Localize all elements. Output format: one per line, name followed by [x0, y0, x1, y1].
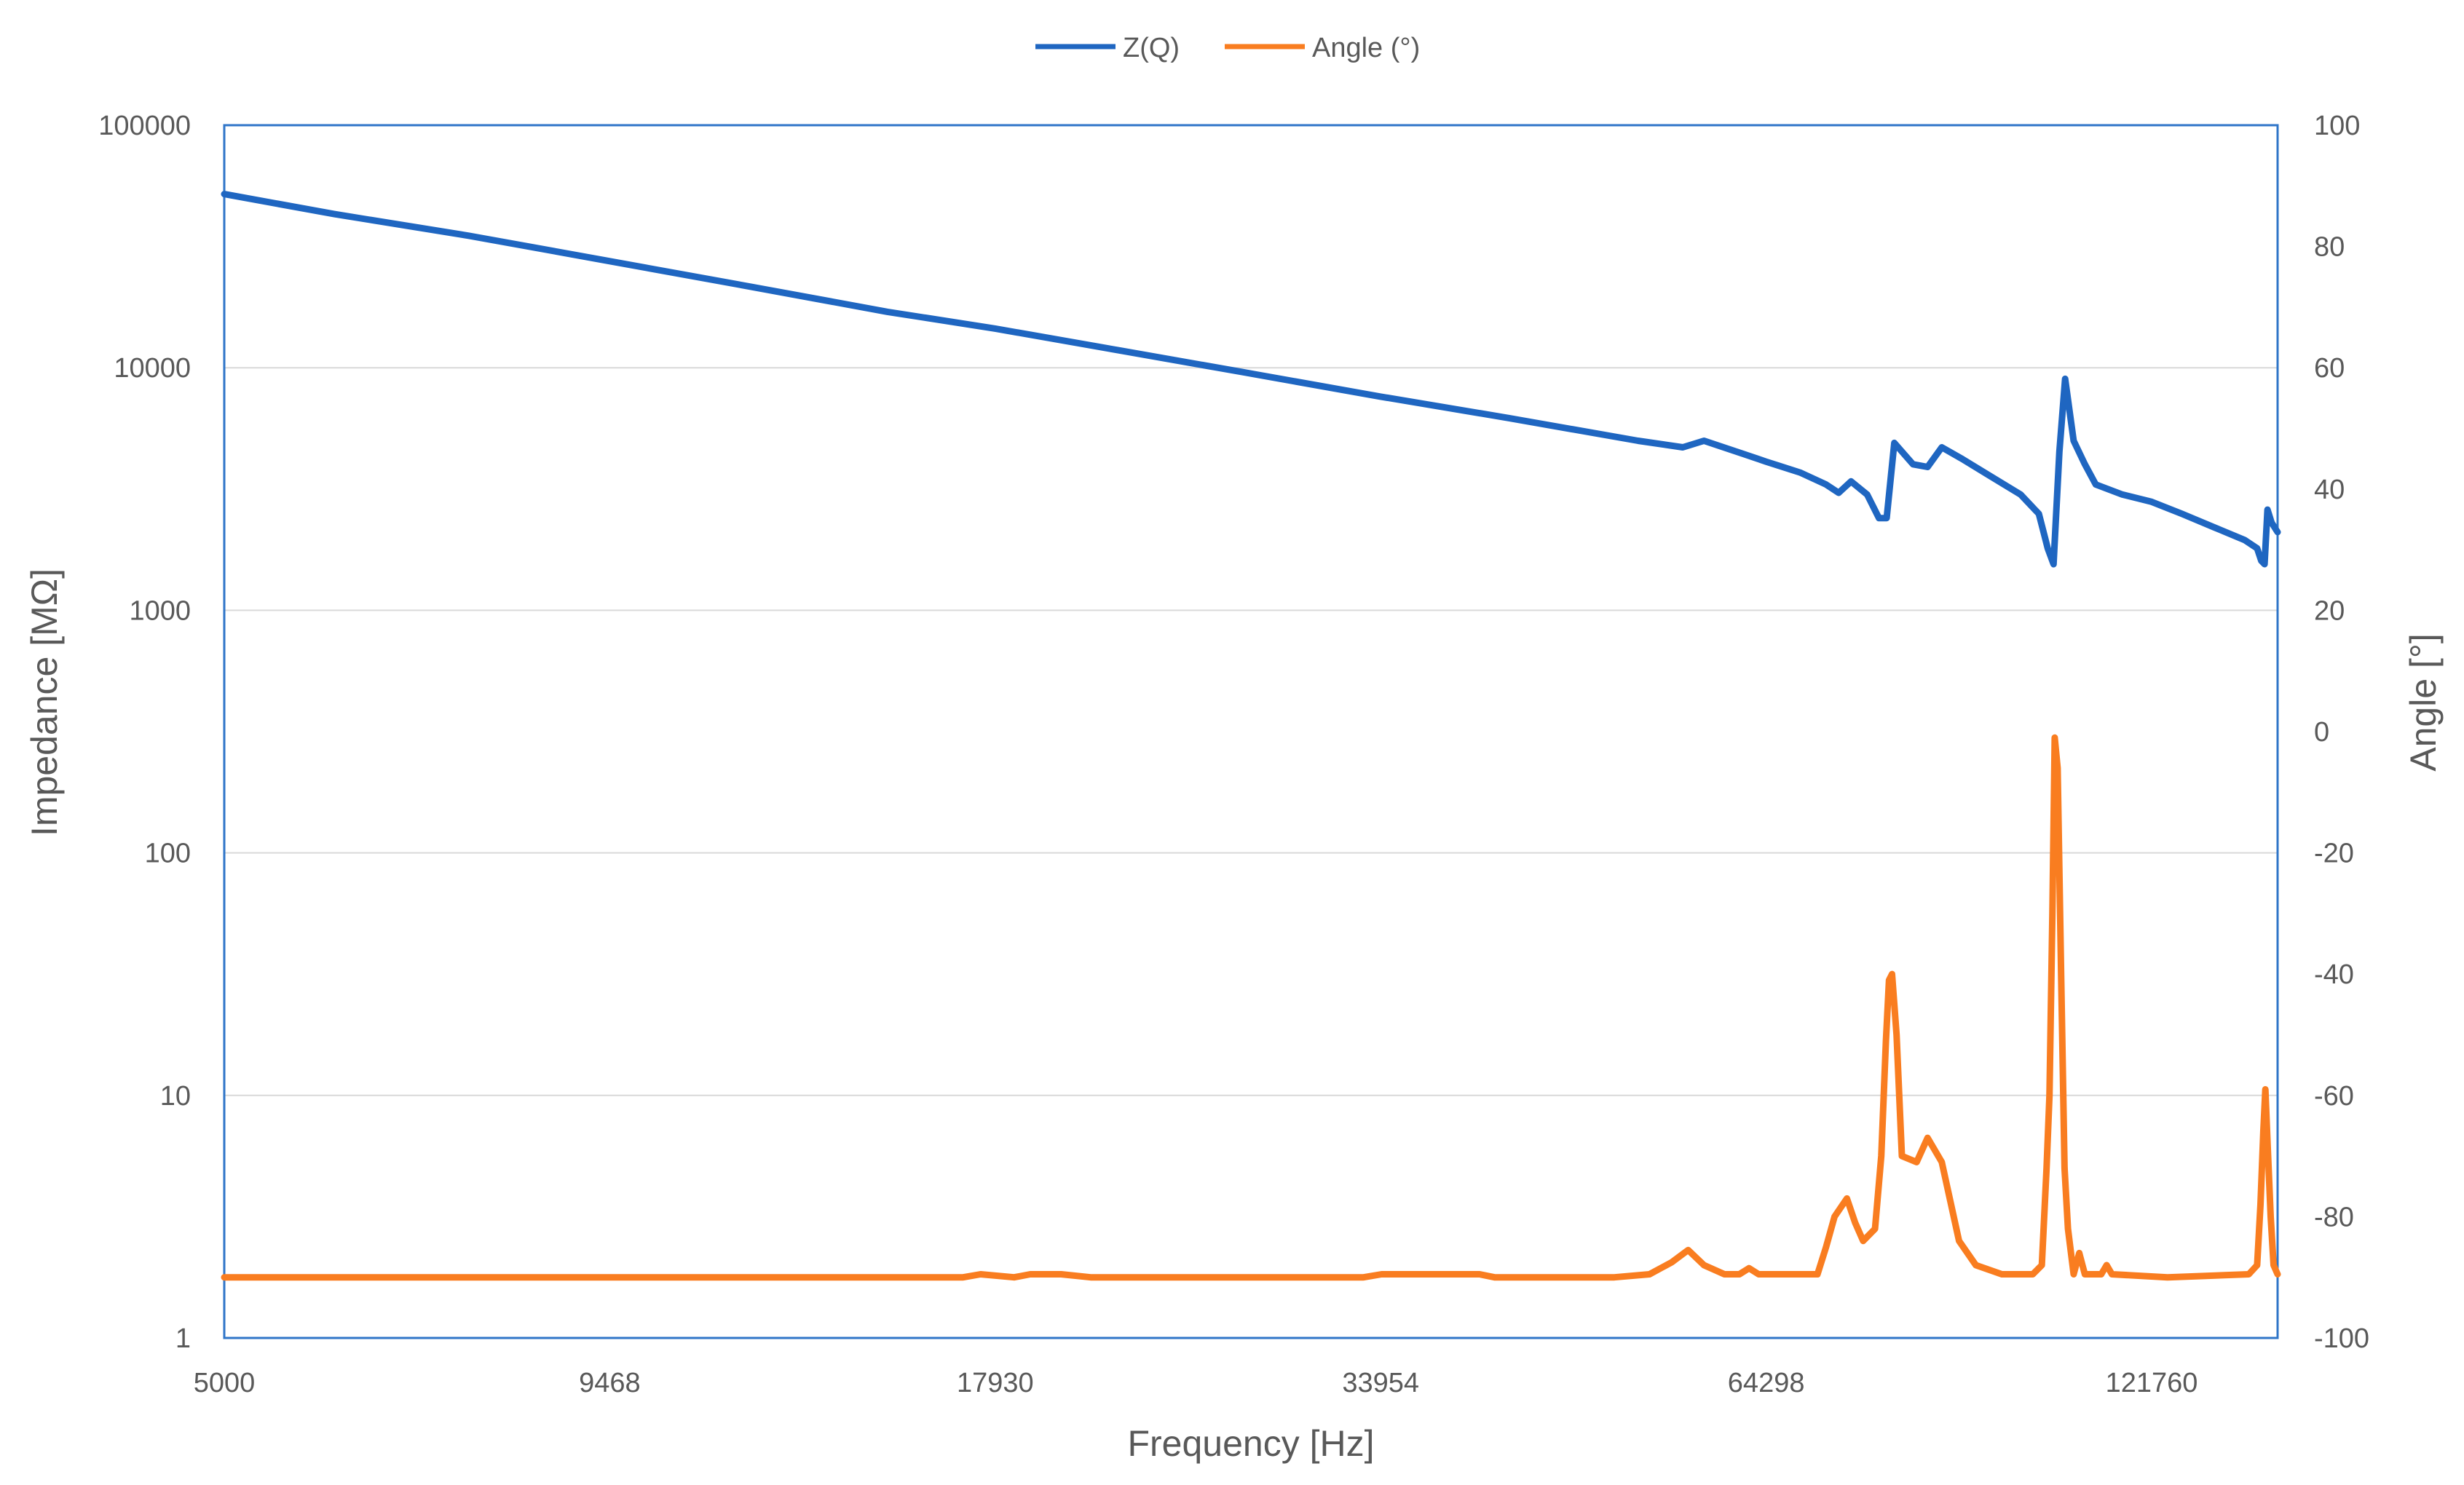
y-axis-ticks: 1 10 100 1000 10000 100000: [98, 111, 191, 1354]
x-axis-title: Frequency [Hz]: [1127, 1423, 1374, 1464]
y-tick-label: 10: [160, 1081, 191, 1112]
x-tick-label: 9468: [579, 1368, 641, 1398]
y2-tick-label: 40: [2314, 475, 2345, 505]
y2-tick-label: -20: [2314, 839, 2354, 869]
y-tick-label: 10000: [114, 353, 191, 384]
legend-label-impedance: Z(Q): [1123, 33, 1180, 63]
y2-tick-label: 0: [2314, 717, 2329, 748]
y2-tick-label: 80: [2314, 232, 2345, 263]
y2-axis-title: Angle [°]: [2403, 633, 2444, 772]
y-tick-label: 1000: [129, 595, 191, 626]
series-line-impedance: [221, 191, 2281, 568]
x-tick-label: 121760: [2106, 1368, 2198, 1398]
y2-tick-label: -100: [2314, 1323, 2369, 1354]
y2-axis-ticks: -100 -80 -60 -40 -20 0 20 40 60 80 100: [2314, 111, 2369, 1354]
x-axis-ticks: 5000 9468 17930 33954 64298 121760: [194, 1368, 2198, 1398]
y-tick-label: 1: [175, 1323, 191, 1354]
series-line-angle: [221, 734, 2281, 1281]
y-tick-label: 100: [145, 839, 191, 869]
x-tick-label: 33954: [1342, 1368, 1419, 1398]
x-tick-label: 5000: [194, 1368, 256, 1398]
legend: Z(Q) Angle (°): [1035, 33, 1420, 63]
series-lines: [221, 191, 2281, 1281]
x-tick-label: 64298: [1728, 1368, 1805, 1398]
y2-tick-label: 60: [2314, 353, 2345, 384]
y2-tick-label: -60: [2314, 1081, 2354, 1112]
x-tick-label: 17930: [957, 1368, 1034, 1398]
y-axis-title: Impedance [MΩ]: [24, 569, 65, 836]
plot-area-border: [223, 124, 2279, 1339]
y2-tick-label: -40: [2314, 959, 2354, 990]
y-tick-label: 100000: [98, 111, 191, 141]
y2-tick-label: -80: [2314, 1202, 2354, 1232]
y2-tick-label: 20: [2314, 595, 2345, 626]
legend-label-angle: Angle (°): [1312, 33, 1420, 63]
y2-tick-label: 100: [2314, 111, 2360, 141]
